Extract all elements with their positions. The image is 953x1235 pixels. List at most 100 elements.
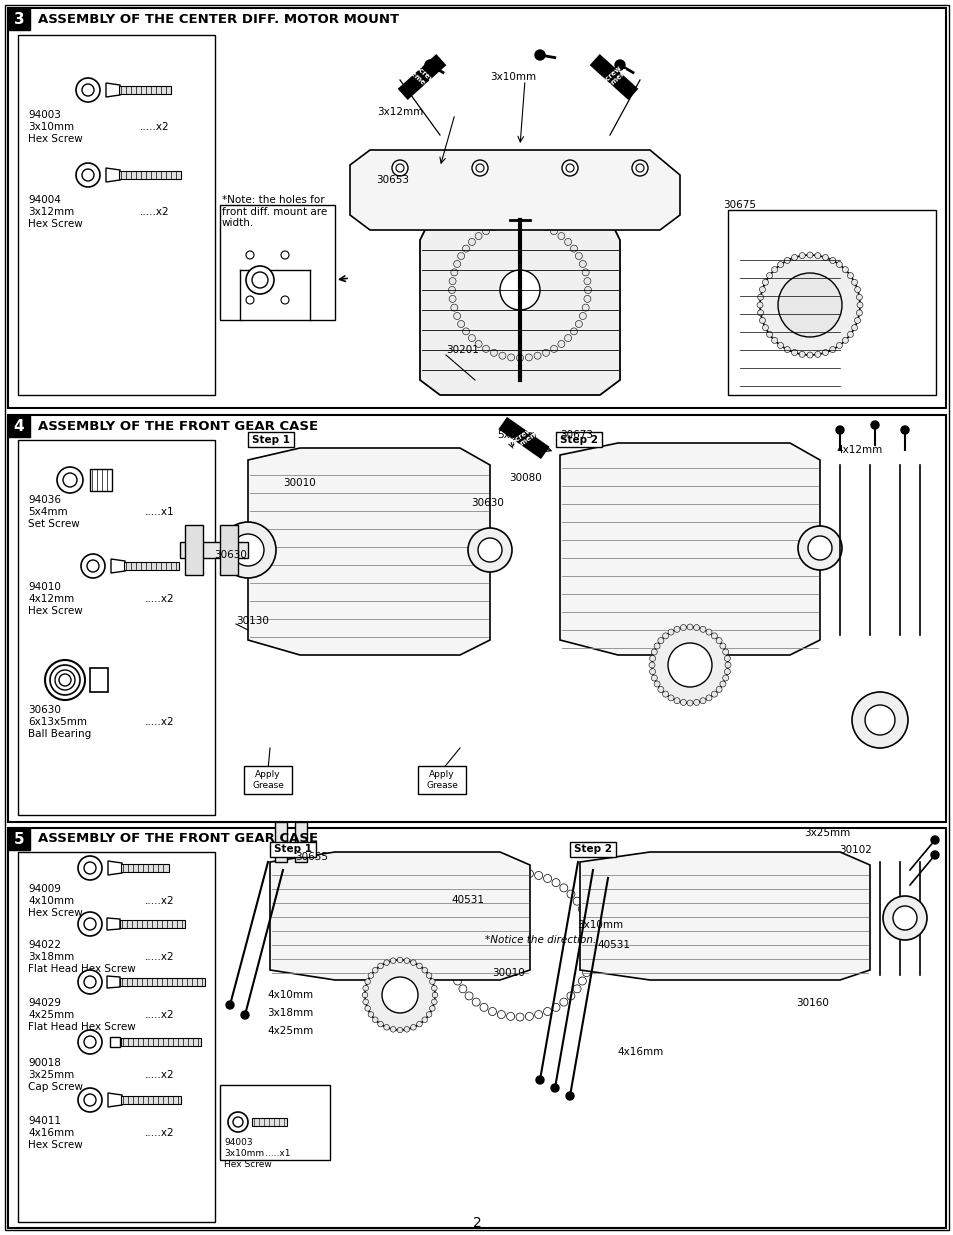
Polygon shape [270, 852, 530, 981]
Text: Screw
Cement: Screw Cement [406, 62, 437, 93]
Circle shape [78, 911, 102, 936]
Circle shape [479, 878, 488, 887]
Circle shape [451, 269, 457, 275]
Circle shape [365, 960, 435, 1030]
Circle shape [578, 977, 586, 986]
Circle shape [636, 164, 643, 172]
Circle shape [578, 905, 586, 913]
Circle shape [410, 960, 416, 966]
Circle shape [583, 295, 590, 303]
Circle shape [542, 224, 549, 231]
Text: 3x25mm: 3x25mm [28, 1070, 74, 1079]
Circle shape [84, 976, 96, 988]
Text: 30653: 30653 [375, 175, 409, 185]
Circle shape [498, 221, 505, 227]
Bar [248, 432, 294, 447]
Circle shape [662, 692, 668, 697]
Circle shape [246, 266, 274, 294]
Bar [120, 978, 205, 986]
Circle shape [404, 1026, 409, 1032]
Circle shape [246, 296, 253, 304]
Text: 94004: 94004 [28, 195, 61, 205]
Text: 94022: 94022 [28, 940, 61, 950]
Circle shape [900, 426, 908, 433]
Circle shape [771, 267, 777, 273]
Circle shape [771, 337, 777, 343]
Text: 3x12mm: 3x12mm [28, 207, 74, 217]
Text: 30655: 30655 [294, 852, 328, 862]
Bar [397, 54, 446, 100]
Text: .....x1: .....x1 [145, 508, 174, 517]
Circle shape [448, 287, 455, 294]
Circle shape [458, 984, 466, 993]
Circle shape [693, 625, 699, 631]
Polygon shape [111, 559, 125, 573]
Circle shape [479, 1003, 488, 1011]
Circle shape [856, 294, 862, 300]
Circle shape [892, 906, 916, 930]
Circle shape [410, 1025, 416, 1030]
Bar [90, 668, 108, 692]
Circle shape [558, 341, 564, 347]
Circle shape [281, 296, 289, 304]
Bar [185, 525, 203, 576]
Circle shape [797, 526, 841, 571]
Circle shape [535, 49, 544, 61]
Circle shape [396, 957, 402, 963]
Circle shape [525, 1013, 533, 1020]
Polygon shape [107, 918, 120, 930]
Text: 3x25mm: 3x25mm [803, 827, 849, 839]
Bar [274, 823, 287, 862]
Circle shape [454, 261, 460, 268]
Text: Hex Screw: Hex Screw [28, 135, 83, 144]
Circle shape [76, 78, 100, 103]
Circle shape [226, 1002, 233, 1009]
Circle shape [452, 222, 587, 358]
Polygon shape [106, 168, 120, 182]
Circle shape [581, 269, 589, 275]
Text: .....x1: .....x1 [265, 1149, 291, 1158]
Bar [8, 415, 945, 823]
Bar [90, 469, 112, 492]
Circle shape [426, 973, 432, 978]
Circle shape [829, 347, 835, 352]
Bar [556, 432, 601, 447]
Circle shape [561, 161, 578, 177]
Circle shape [396, 1028, 402, 1032]
Bar [220, 525, 237, 576]
Circle shape [854, 317, 860, 324]
Text: 94009: 94009 [28, 884, 61, 894]
Circle shape [377, 963, 383, 968]
Circle shape [757, 310, 762, 316]
Text: Screw
Cement: Screw Cement [598, 62, 629, 93]
Bar [119, 86, 171, 94]
Circle shape [63, 473, 77, 487]
Circle shape [516, 869, 523, 877]
Text: Step 1: Step 1 [274, 845, 312, 855]
Circle shape [78, 1088, 102, 1112]
Circle shape [421, 1016, 427, 1023]
Circle shape [658, 687, 663, 693]
Text: 3x12mm: 3x12mm [376, 107, 423, 117]
Circle shape [457, 252, 464, 259]
Circle shape [851, 692, 907, 748]
Circle shape [78, 1030, 102, 1053]
Circle shape [497, 1010, 505, 1019]
Circle shape [416, 963, 422, 968]
Circle shape [829, 257, 835, 263]
Circle shape [575, 321, 581, 327]
Text: Hex Screw: Hex Screw [28, 908, 83, 918]
Polygon shape [108, 1093, 122, 1107]
Circle shape [364, 1005, 370, 1011]
Bar [270, 842, 315, 857]
Circle shape [564, 238, 571, 246]
Circle shape [674, 626, 679, 632]
Text: 94003: 94003 [224, 1137, 253, 1147]
Circle shape [252, 272, 268, 288]
Bar [124, 562, 179, 571]
Text: Apply
Grease: Apply Grease [252, 771, 284, 789]
Circle shape [851, 279, 857, 285]
Circle shape [392, 161, 408, 177]
Text: 30630: 30630 [28, 705, 61, 715]
Circle shape [454, 977, 461, 986]
